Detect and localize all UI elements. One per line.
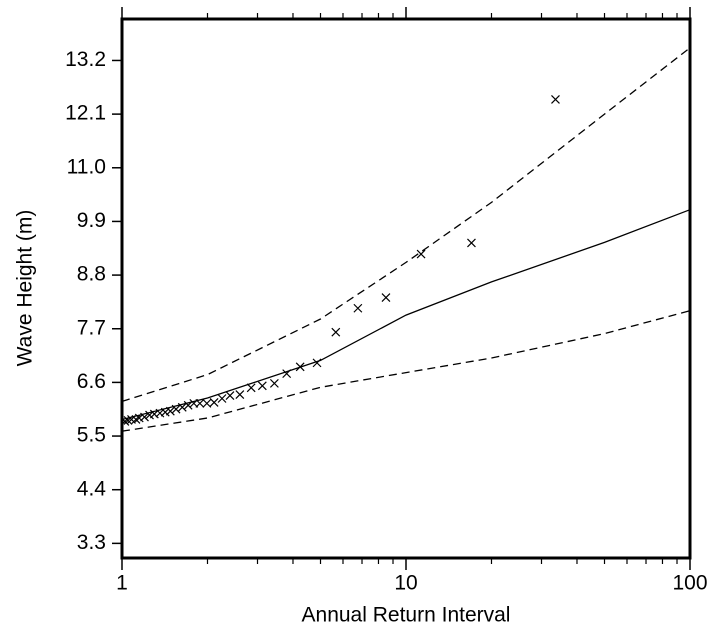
marker bbox=[551, 95, 560, 104]
line bbox=[121, 47, 691, 403]
marker bbox=[155, 408, 165, 418]
marker bbox=[235, 390, 245, 400]
x-axis-label: Annual Return Interval bbox=[302, 604, 511, 627]
y-tick-label: 7.7 bbox=[77, 316, 106, 339]
marker bbox=[217, 394, 227, 403]
marker bbox=[195, 398, 205, 408]
marker bbox=[416, 249, 426, 259]
line bbox=[121, 310, 691, 432]
y-tick-label: 12.1 bbox=[65, 102, 106, 125]
marker bbox=[202, 398, 212, 408]
x-tick-label: 1 bbox=[116, 572, 128, 595]
marker bbox=[246, 383, 256, 393]
marker bbox=[225, 391, 235, 400]
marker bbox=[282, 369, 292, 379]
x-tick-label: 10 bbox=[394, 572, 417, 595]
marker bbox=[353, 303, 363, 313]
line bbox=[121, 209, 691, 421]
marker bbox=[183, 400, 193, 410]
marker bbox=[269, 378, 279, 388]
marker bbox=[467, 238, 476, 248]
marker bbox=[165, 406, 175, 416]
marker bbox=[177, 402, 187, 412]
y-axis-label: Wave Height (m) bbox=[14, 210, 37, 367]
marker bbox=[331, 327, 341, 337]
plot-frame bbox=[120, 17, 692, 560]
y-tick-label: 3.3 bbox=[77, 531, 106, 554]
y-tick-label: 4.4 bbox=[77, 477, 107, 500]
y-tick-label: 9.9 bbox=[77, 209, 106, 232]
marker bbox=[123, 416, 133, 425]
marker bbox=[295, 362, 305, 372]
x-tick-label: 100 bbox=[672, 572, 707, 595]
y-tick-label: 13.2 bbox=[65, 48, 106, 71]
marker bbox=[209, 397, 219, 407]
marker bbox=[312, 358, 322, 368]
y-tick-label: 5.5 bbox=[77, 424, 106, 447]
marker bbox=[257, 381, 267, 391]
y-tick-label: 11.0 bbox=[67, 155, 106, 178]
y-tick-label: 8.8 bbox=[77, 263, 106, 286]
marker bbox=[140, 412, 149, 422]
y-tick-label: 6.6 bbox=[77, 370, 106, 393]
marker bbox=[171, 404, 181, 414]
marker bbox=[134, 413, 144, 423]
marker bbox=[381, 293, 391, 302]
marker bbox=[131, 415, 141, 424]
